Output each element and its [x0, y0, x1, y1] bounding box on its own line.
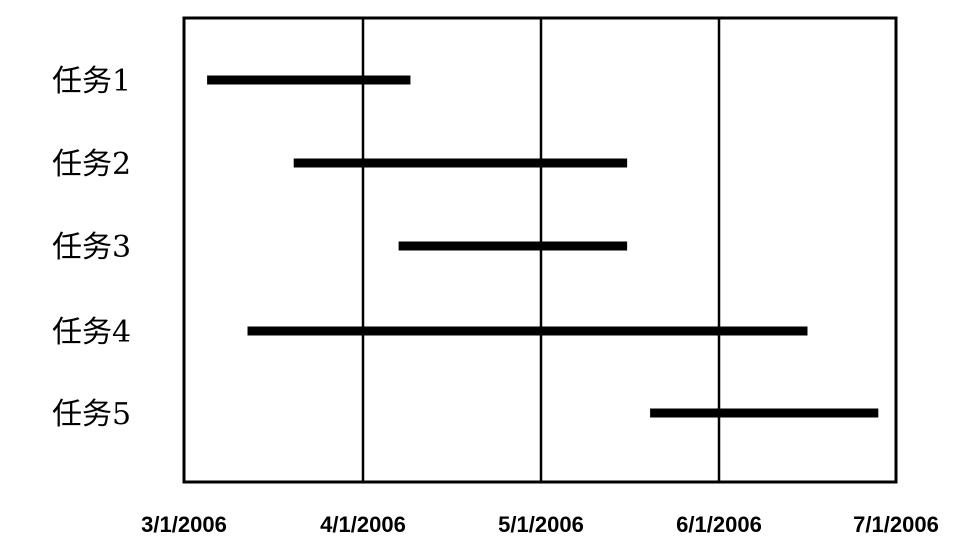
- x-tick-label: 7/1/2006: [853, 512, 939, 537]
- x-tick-label: 6/1/2006: [676, 512, 762, 537]
- task-label-1: 任务1: [52, 64, 131, 99]
- task-label-3: 任务3: [52, 230, 131, 265]
- plot-frame: [182, 16, 898, 484]
- task-labels: 任务1 任务2 任务3 任务4 任务5: [52, 64, 131, 432]
- task-label-4: 任务4: [52, 315, 131, 350]
- task-bars: [207, 75, 879, 418]
- task-label-5: 任务5: [52, 397, 131, 432]
- x-tick-label: 5/1/2006: [498, 512, 584, 537]
- x-tick-label: 3/1/2006: [141, 512, 227, 537]
- x-tick-labels: 3/1/2006 4/1/2006 5/1/2006 6/1/2006 7/1/2006: [141, 512, 939, 537]
- task-label-2: 任务2: [52, 147, 131, 182]
- x-tick-label: 4/1/2006: [320, 512, 406, 537]
